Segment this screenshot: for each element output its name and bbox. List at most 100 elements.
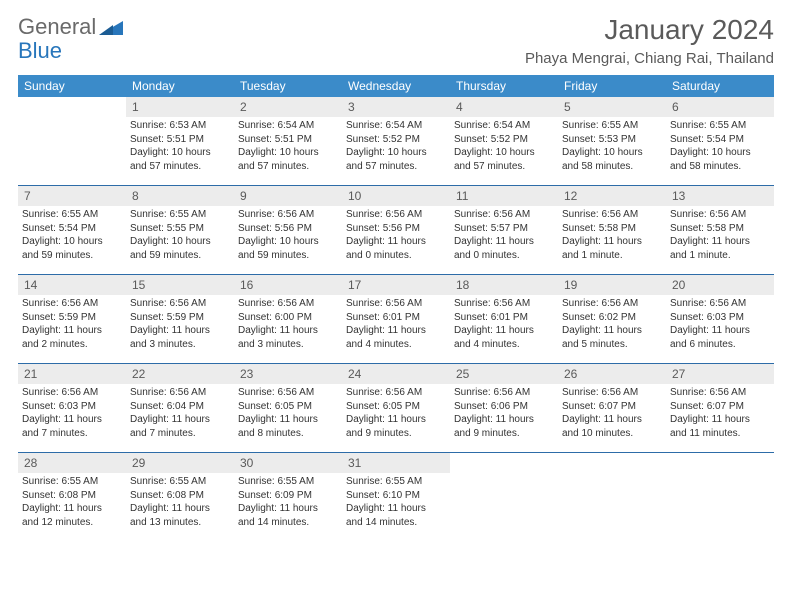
sunrise-text: Sunrise: 6:56 AM [346, 297, 446, 311]
day-details: Sunrise: 6:56 AMSunset: 5:56 PMDaylight:… [234, 206, 342, 268]
dow-monday: Monday [126, 75, 234, 97]
sunrise-text: Sunrise: 6:54 AM [346, 119, 446, 133]
day-cell: 3Sunrise: 6:54 AMSunset: 5:52 PMDaylight… [342, 97, 450, 185]
day-cell: 11Sunrise: 6:56 AMSunset: 5:57 PMDayligh… [450, 186, 558, 274]
sunrise-text: Sunrise: 6:55 AM [238, 475, 338, 489]
sunrise-text: Sunrise: 6:56 AM [22, 386, 122, 400]
daylight-text: and 1 minute. [562, 249, 662, 263]
daylight-text: Daylight: 11 hours [454, 413, 554, 427]
sunset-text: Sunset: 5:54 PM [670, 133, 770, 147]
sunset-text: Sunset: 6:04 PM [130, 400, 230, 414]
sunset-text: Sunset: 6:10 PM [346, 489, 446, 503]
sunset-text: Sunset: 5:52 PM [346, 133, 446, 147]
day-number: 29 [126, 453, 234, 473]
sunset-text: Sunset: 6:08 PM [22, 489, 122, 503]
day-details: Sunrise: 6:56 AMSunset: 6:07 PMDaylight:… [558, 384, 666, 446]
sunrise-text: Sunrise: 6:56 AM [454, 208, 554, 222]
daylight-text: Daylight: 10 hours [238, 146, 338, 160]
sunrise-text: Sunrise: 6:54 AM [238, 119, 338, 133]
sunset-text: Sunset: 6:09 PM [238, 489, 338, 503]
sunset-text: Sunset: 5:54 PM [22, 222, 122, 236]
day-details: Sunrise: 6:56 AMSunset: 6:05 PMDaylight:… [342, 384, 450, 446]
day-details: Sunrise: 6:55 AMSunset: 5:55 PMDaylight:… [126, 206, 234, 268]
day-number: 15 [126, 275, 234, 295]
daylight-text: Daylight: 11 hours [238, 502, 338, 516]
logo-line2: Blue [18, 38, 62, 64]
daylight-text: Daylight: 11 hours [670, 235, 770, 249]
daylight-text: Daylight: 11 hours [562, 235, 662, 249]
daylight-text: Daylight: 11 hours [238, 413, 338, 427]
sunrise-text: Sunrise: 6:54 AM [454, 119, 554, 133]
sunrise-text: Sunrise: 6:56 AM [562, 208, 662, 222]
sunrise-text: Sunrise: 6:55 AM [130, 475, 230, 489]
day-cell: 9Sunrise: 6:56 AMSunset: 5:56 PMDaylight… [234, 186, 342, 274]
day-details: Sunrise: 6:56 AMSunset: 6:03 PMDaylight:… [18, 384, 126, 446]
day-number: 7 [18, 186, 126, 206]
daylight-text: and 58 minutes. [562, 160, 662, 174]
day-details: Sunrise: 6:55 AMSunset: 5:54 PMDaylight:… [666, 117, 774, 179]
sunset-text: Sunset: 5:59 PM [22, 311, 122, 325]
daylight-text: and 57 minutes. [130, 160, 230, 174]
sunset-text: Sunset: 5:59 PM [130, 311, 230, 325]
daylight-text: and 5 minutes. [562, 338, 662, 352]
title-block: January 2024 Phaya Mengrai, Chiang Rai, … [525, 14, 774, 67]
dow-friday: Friday [558, 75, 666, 97]
day-details: Sunrise: 6:53 AMSunset: 5:51 PMDaylight:… [126, 117, 234, 179]
daylight-text: and 12 minutes. [22, 516, 122, 530]
calendar-grid: Sunday Monday Tuesday Wednesday Thursday… [18, 75, 774, 541]
sunrise-text: Sunrise: 6:56 AM [130, 386, 230, 400]
daylight-text: and 7 minutes. [22, 427, 122, 441]
day-details: Sunrise: 6:56 AMSunset: 5:56 PMDaylight:… [342, 206, 450, 268]
sunset-text: Sunset: 6:08 PM [130, 489, 230, 503]
day-details: Sunrise: 6:56 AMSunset: 6:01 PMDaylight:… [342, 295, 450, 357]
week-row: 28Sunrise: 6:55 AMSunset: 6:08 PMDayligh… [18, 453, 774, 541]
sunset-text: Sunset: 6:05 PM [346, 400, 446, 414]
day-details: Sunrise: 6:56 AMSunset: 6:01 PMDaylight:… [450, 295, 558, 357]
sunrise-text: Sunrise: 6:56 AM [670, 208, 770, 222]
sunset-text: Sunset: 5:51 PM [238, 133, 338, 147]
daylight-text: Daylight: 10 hours [130, 235, 230, 249]
day-cell: 28Sunrise: 6:55 AMSunset: 6:08 PMDayligh… [18, 453, 126, 541]
sunrise-text: Sunrise: 6:56 AM [22, 297, 122, 311]
day-number: 24 [342, 364, 450, 384]
sunrise-text: Sunrise: 6:56 AM [238, 386, 338, 400]
sunset-text: Sunset: 6:02 PM [562, 311, 662, 325]
daylight-text: Daylight: 11 hours [670, 413, 770, 427]
day-details: Sunrise: 6:56 AMSunset: 6:06 PMDaylight:… [450, 384, 558, 446]
day-number: 17 [342, 275, 450, 295]
day-cell: 8Sunrise: 6:55 AMSunset: 5:55 PMDaylight… [126, 186, 234, 274]
daylight-text: and 3 minutes. [130, 338, 230, 352]
day-cell: 18Sunrise: 6:56 AMSunset: 6:01 PMDayligh… [450, 275, 558, 363]
day-cell: 17Sunrise: 6:56 AMSunset: 6:01 PMDayligh… [342, 275, 450, 363]
daylight-text: and 11 minutes. [670, 427, 770, 441]
weeks-container: 1Sunrise: 6:53 AMSunset: 5:51 PMDaylight… [18, 97, 774, 541]
day-details: Sunrise: 6:55 AMSunset: 6:09 PMDaylight:… [234, 473, 342, 535]
sunrise-text: Sunrise: 6:56 AM [130, 297, 230, 311]
day-number: 22 [126, 364, 234, 384]
day-details: Sunrise: 6:56 AMSunset: 5:59 PMDaylight:… [18, 295, 126, 357]
daylight-text: Daylight: 11 hours [670, 324, 770, 338]
day-details: Sunrise: 6:55 AMSunset: 5:53 PMDaylight:… [558, 117, 666, 179]
dow-header-row: Sunday Monday Tuesday Wednesday Thursday… [18, 75, 774, 97]
day-cell: 7Sunrise: 6:55 AMSunset: 5:54 PMDaylight… [18, 186, 126, 274]
triangle-icon [99, 19, 123, 35]
day-cell: 4Sunrise: 6:54 AMSunset: 5:52 PMDaylight… [450, 97, 558, 185]
day-cell [558, 453, 666, 541]
daylight-text: and 57 minutes. [346, 160, 446, 174]
sunset-text: Sunset: 6:03 PM [22, 400, 122, 414]
daylight-text: Daylight: 11 hours [346, 413, 446, 427]
daylight-text: Daylight: 11 hours [346, 324, 446, 338]
daylight-text: Daylight: 11 hours [454, 324, 554, 338]
daylight-text: and 2 minutes. [22, 338, 122, 352]
sunset-text: Sunset: 6:03 PM [670, 311, 770, 325]
daylight-text: Daylight: 11 hours [130, 324, 230, 338]
day-number: 16 [234, 275, 342, 295]
daylight-text: and 59 minutes. [130, 249, 230, 263]
daylight-text: Daylight: 10 hours [562, 146, 662, 160]
sunrise-text: Sunrise: 6:55 AM [562, 119, 662, 133]
day-details: Sunrise: 6:55 AMSunset: 5:54 PMDaylight:… [18, 206, 126, 268]
day-cell: 24Sunrise: 6:56 AMSunset: 6:05 PMDayligh… [342, 364, 450, 452]
day-number: 3 [342, 97, 450, 117]
sunrise-text: Sunrise: 6:56 AM [562, 297, 662, 311]
daylight-text: Daylight: 10 hours [238, 235, 338, 249]
